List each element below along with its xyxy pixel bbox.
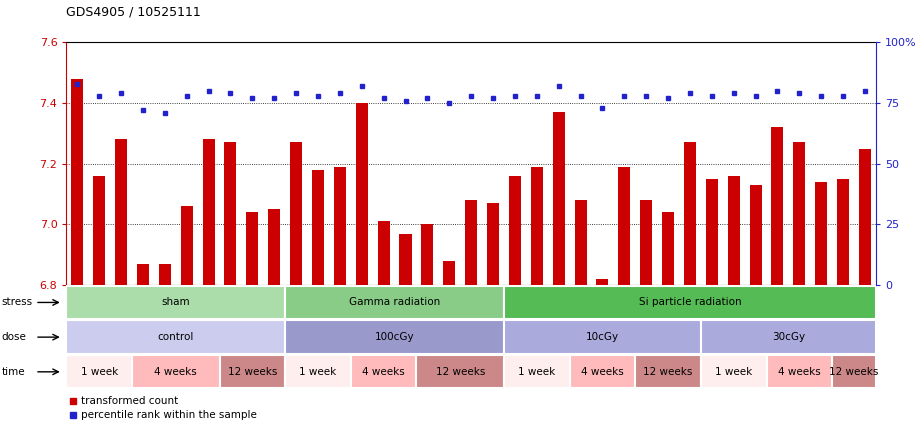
Bar <box>793 143 805 285</box>
Text: 12 weeks: 12 weeks <box>435 367 485 377</box>
Text: 4 weeks: 4 weeks <box>362 367 405 377</box>
Text: 1 week: 1 week <box>80 367 118 377</box>
Bar <box>487 203 499 285</box>
Bar <box>219 355 285 388</box>
Bar <box>224 143 236 285</box>
Bar <box>285 355 350 388</box>
Bar <box>662 212 674 285</box>
Bar <box>504 286 876 319</box>
Bar <box>93 176 105 285</box>
Bar <box>350 355 417 388</box>
Text: 4 weeks: 4 weeks <box>581 367 624 377</box>
Text: 1 week: 1 week <box>715 367 752 377</box>
Bar <box>443 261 455 285</box>
Text: 12 weeks: 12 weeks <box>644 367 692 377</box>
Bar <box>137 264 149 285</box>
Text: 10cGy: 10cGy <box>585 332 619 342</box>
Bar <box>815 182 827 285</box>
Text: percentile rank within the sample: percentile rank within the sample <box>81 410 257 420</box>
Bar <box>570 355 635 388</box>
Bar <box>837 179 849 285</box>
Bar <box>356 103 368 285</box>
Text: GDS4905 / 10525111: GDS4905 / 10525111 <box>66 5 201 18</box>
Bar <box>504 355 570 388</box>
Bar <box>531 167 543 285</box>
Bar <box>766 355 833 388</box>
Text: control: control <box>158 332 194 342</box>
Text: sham: sham <box>161 297 190 308</box>
Bar <box>619 167 631 285</box>
Bar <box>859 148 871 285</box>
Text: stress: stress <box>2 297 33 308</box>
Bar <box>597 279 609 285</box>
Bar <box>66 286 285 319</box>
Text: 1 week: 1 week <box>518 367 555 377</box>
Bar <box>772 127 784 285</box>
Bar <box>71 79 83 285</box>
Bar <box>66 321 285 354</box>
Text: transformed count: transformed count <box>81 396 178 407</box>
Bar <box>399 233 411 285</box>
Bar <box>504 321 701 354</box>
Text: Gamma radiation: Gamma radiation <box>349 297 440 308</box>
Bar <box>285 286 504 319</box>
Bar <box>833 355 876 388</box>
Bar <box>701 355 766 388</box>
Bar <box>181 206 193 285</box>
Bar <box>417 355 504 388</box>
Bar <box>132 355 219 388</box>
Bar <box>552 112 564 285</box>
Bar <box>635 355 701 388</box>
Bar <box>640 200 652 285</box>
Bar <box>268 209 280 285</box>
Bar <box>115 140 127 285</box>
Text: Si particle radiation: Si particle radiation <box>639 297 741 308</box>
Bar <box>574 200 586 285</box>
Text: time: time <box>2 367 26 377</box>
Bar <box>334 167 346 285</box>
Text: 100cGy: 100cGy <box>374 332 414 342</box>
Text: 4 weeks: 4 weeks <box>154 367 197 377</box>
Bar <box>285 321 504 354</box>
Bar <box>203 140 215 285</box>
Bar <box>66 355 132 388</box>
Bar <box>159 264 171 285</box>
Bar <box>312 170 324 285</box>
Text: dose: dose <box>2 332 27 342</box>
Text: 4 weeks: 4 weeks <box>778 367 821 377</box>
Bar <box>727 176 739 285</box>
Bar <box>421 224 433 285</box>
Bar <box>750 185 762 285</box>
Text: 30cGy: 30cGy <box>772 332 805 342</box>
Bar <box>701 321 876 354</box>
Bar <box>290 143 302 285</box>
Bar <box>465 200 478 285</box>
Bar <box>509 176 521 285</box>
Bar <box>246 212 258 285</box>
Text: 1 week: 1 week <box>300 367 337 377</box>
Bar <box>684 143 696 285</box>
Bar <box>378 221 390 285</box>
Text: 12 weeks: 12 weeks <box>829 367 879 377</box>
Bar <box>706 179 718 285</box>
Text: 12 weeks: 12 weeks <box>228 367 277 377</box>
